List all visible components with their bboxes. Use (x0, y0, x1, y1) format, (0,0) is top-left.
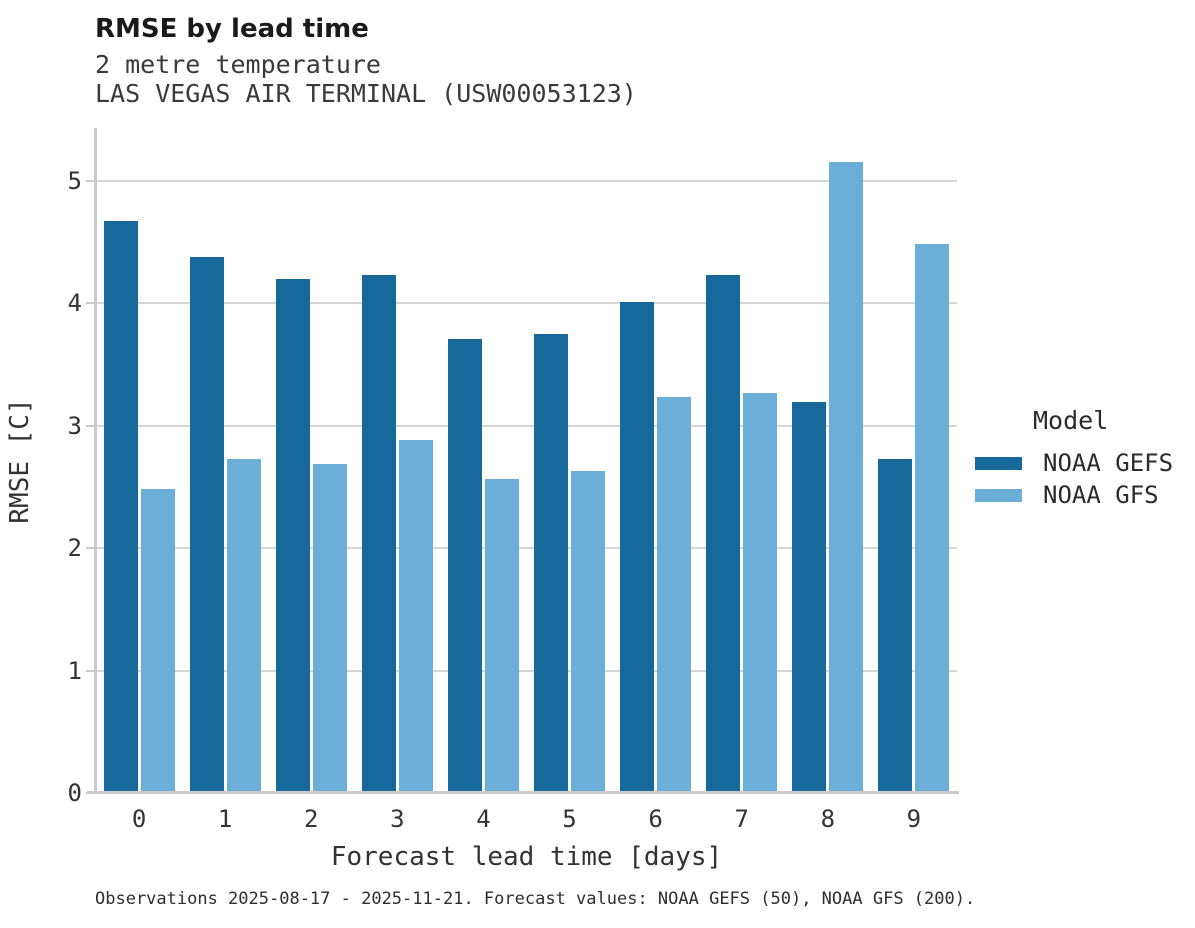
legend-title: Model (1033, 406, 1109, 435)
bar-noaa-gfs-lead-4 (484, 479, 519, 793)
chart-subtitle: 2 metre temperature LAS VEGAS AIR TERMINA… (95, 50, 637, 108)
bar-group-lead-3 (354, 128, 440, 793)
y-tick-label-5: 5 (67, 166, 82, 195)
x-tick-label-3: 3 (390, 805, 405, 833)
legend-entry-noaa-gefs: NOAA GEFS (975, 447, 1173, 479)
x-tick-labels: 0 1 2 3 4 5 6 7 8 9 (96, 805, 957, 833)
x-tick-label-4: 4 (476, 805, 491, 833)
bar-group-lead-7 (699, 128, 785, 793)
bar-noaa-gefs-lead-6 (620, 301, 655, 793)
subtitle-variable: 2 metre temperature (95, 50, 381, 79)
y-tick-label-2: 2 (67, 534, 82, 563)
bar-noaa-gfs-lead-7 (743, 392, 778, 793)
bar-noaa-gfs-lead-0 (140, 489, 175, 793)
x-tick-label-7: 7 (734, 805, 749, 833)
y-tick-label-1: 1 (67, 656, 82, 685)
y-axis-spine (94, 128, 97, 793)
bar-noaa-gefs-lead-8 (792, 402, 827, 793)
bar-group-lead-0 (96, 128, 182, 793)
caption: Observations 2025-08-17 - 2025-11-21. Fo… (95, 889, 976, 909)
bar-group-lead-6 (613, 128, 699, 793)
x-tick-label-6: 6 (648, 805, 663, 833)
bar-noaa-gefs-lead-0 (103, 221, 138, 793)
bar-noaa-gefs-lead-7 (706, 274, 741, 793)
bar-noaa-gfs-lead-3 (398, 440, 433, 793)
bar-group-lead-4 (440, 128, 526, 793)
bar-noaa-gfs-lead-5 (571, 470, 606, 793)
bar-noaa-gefs-lead-4 (447, 338, 482, 793)
bar-noaa-gefs-lead-3 (361, 274, 396, 793)
gridline-y-5 (96, 179, 957, 182)
x-tick-label-5: 5 (562, 805, 577, 833)
bars-layer (96, 128, 957, 793)
gridline-y-1 (96, 669, 957, 672)
legend-swatch-noaa-gefs (975, 456, 1022, 470)
bar-noaa-gefs-lead-2 (275, 278, 310, 793)
x-tick-label-2: 2 (304, 805, 319, 833)
bar-group-lead-9 (871, 128, 957, 793)
x-tick-label-9: 9 (906, 805, 922, 833)
gridline-y-3 (96, 424, 957, 427)
bar-noaa-gfs-lead-9 (915, 244, 950, 793)
y-tick-label-0: 0 (67, 779, 82, 807)
gridline-y-4 (96, 302, 957, 305)
chart-title: RMSE by lead time (95, 14, 369, 44)
x-axis-baseline (87, 791, 959, 794)
bar-group-lead-2 (268, 128, 354, 793)
bar-group-lead-1 (182, 128, 268, 793)
bar-noaa-gfs-lead-1 (226, 458, 261, 793)
plot-area: 0 1 2 3 4 5 0 1 2 3 4 5 6 7 8 9 Forecast lead time [da… (5, 128, 959, 872)
legend: Model NOAA GEFS NOAA GFS (975, 406, 1173, 511)
y-tick-label-3: 3 (67, 411, 82, 440)
x-tick-label-0: 0 (131, 805, 147, 833)
y-tick-mark-2 (86, 547, 95, 550)
subtitle-station: LAS VEGAS AIR TERMINAL (USW00053123) (95, 79, 637, 108)
bar-noaa-gfs-lead-8 (829, 162, 864, 793)
y-tick-mark-4 (86, 302, 95, 305)
legend-swatch-noaa-gfs (975, 488, 1022, 502)
bar-noaa-gefs-lead-5 (534, 333, 569, 793)
x-axis-title: Forecast lead time [days] (330, 842, 723, 872)
y-tick-mark-5 (86, 179, 95, 182)
y-tick-mark-1 (86, 669, 95, 672)
x-tick-label-8: 8 (820, 805, 836, 833)
legend-entry-noaa-gfs: NOAA GFS (975, 479, 1173, 511)
y-axis-title: RMSE [C] (5, 397, 35, 524)
gridline-y-2 (96, 547, 957, 550)
bar-noaa-gefs-lead-1 (189, 256, 224, 793)
bar-noaa-gefs-lead-9 (878, 458, 913, 793)
legend-label-noaa-gfs: NOAA GFS (1043, 481, 1159, 509)
bar-group-lead-8 (785, 128, 871, 793)
bar-noaa-gfs-lead-6 (657, 397, 692, 793)
bar-noaa-gfs-lead-2 (312, 463, 347, 793)
legend-label-noaa-gefs: NOAA GEFS (1043, 449, 1174, 477)
y-tick-mark-3 (86, 424, 95, 427)
bar-group-lead-5 (526, 128, 612, 793)
x-tick-label-1: 1 (217, 805, 233, 833)
y-tick-label-4: 4 (67, 289, 82, 318)
